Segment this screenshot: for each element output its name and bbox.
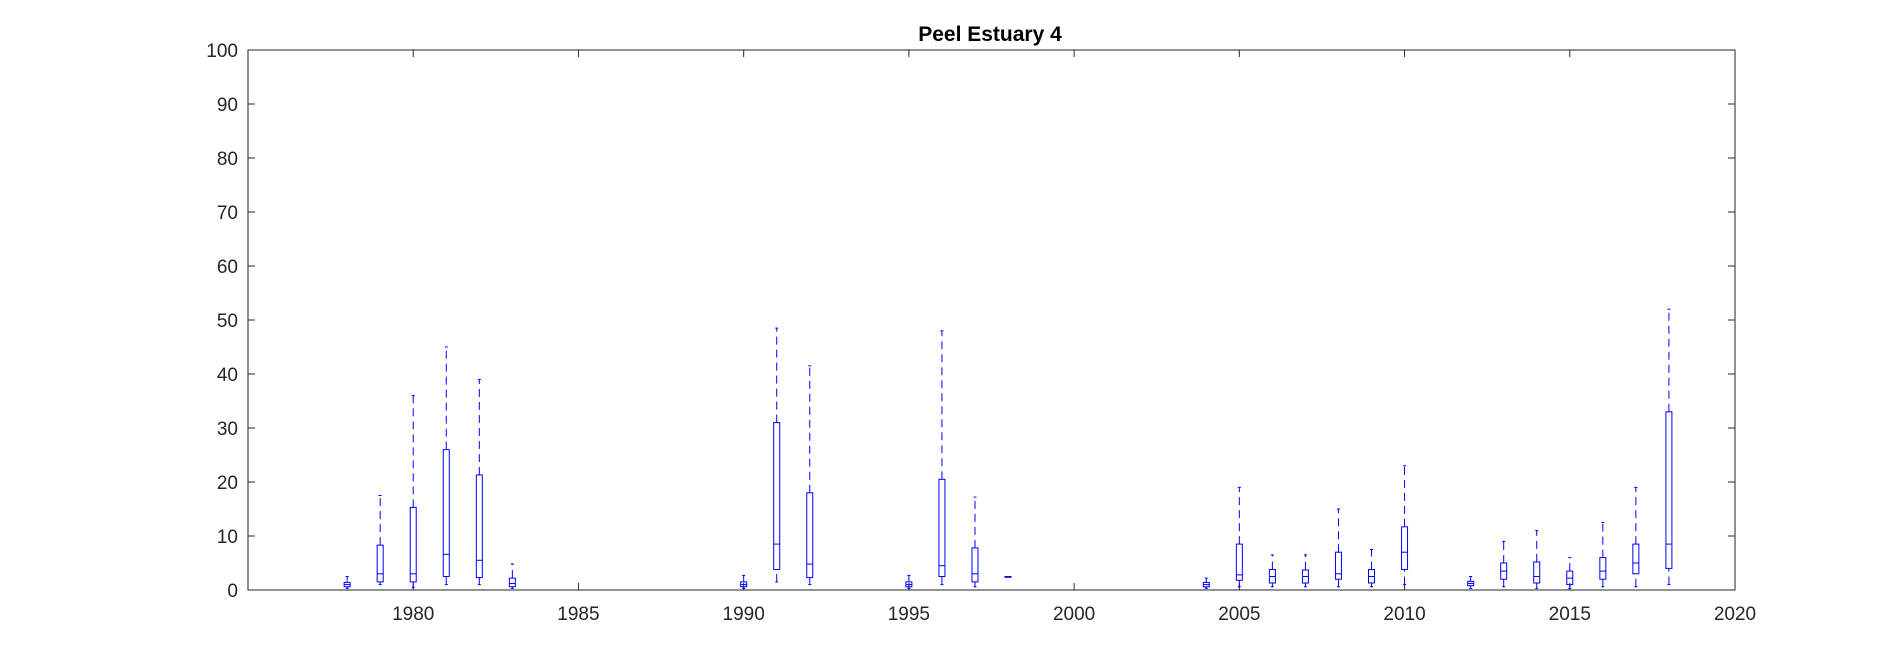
y-tick-label: 80 bbox=[217, 149, 238, 170]
box-2016 bbox=[1599, 522, 1607, 588]
box-2004 bbox=[1202, 577, 1210, 589]
box-2013 bbox=[1500, 540, 1508, 588]
iqr-box bbox=[773, 422, 781, 570]
y-tick-label: 60 bbox=[217, 257, 238, 278]
box-1995 bbox=[905, 574, 913, 589]
iqr-box bbox=[806, 492, 814, 579]
iqr-box bbox=[376, 544, 384, 583]
box-series bbox=[343, 308, 1673, 589]
box-1980 bbox=[409, 395, 417, 588]
chart-title: Peel Estuary 4 bbox=[918, 23, 1062, 46]
box-1983 bbox=[508, 563, 516, 589]
box-2012 bbox=[1467, 576, 1475, 589]
iqr-box bbox=[442, 449, 450, 578]
axes: 1980 1985 1990 1995 2000 2005 2010 2015 2020 0 10 2… bbox=[206, 41, 1756, 625]
box-1979 bbox=[376, 495, 384, 586]
box-1978 bbox=[343, 576, 351, 589]
x-tick-label: 2015 bbox=[1549, 604, 1591, 625]
y-tick-label: 30 bbox=[217, 419, 238, 440]
box-2017 bbox=[1632, 486, 1640, 588]
x-tick-label: 1985 bbox=[557, 604, 599, 625]
iqr-box bbox=[938, 478, 946, 577]
box-2018 bbox=[1665, 308, 1673, 586]
y-tick-label: 100 bbox=[206, 41, 238, 62]
box-1981 bbox=[442, 346, 450, 586]
plot-frame bbox=[247, 49, 1736, 591]
iqr-box bbox=[1401, 526, 1409, 570]
x-tick-label: 2020 bbox=[1714, 604, 1756, 625]
x-tick-label: 2005 bbox=[1218, 604, 1260, 625]
iqr-box bbox=[971, 547, 979, 583]
x-tick-label: 1990 bbox=[723, 604, 765, 625]
iqr-box bbox=[409, 506, 417, 583]
box-2007 bbox=[1301, 554, 1309, 588]
y-tick-label: 0 bbox=[227, 581, 238, 602]
x-tick-label: 1980 bbox=[392, 604, 434, 625]
box-1996 bbox=[938, 330, 946, 586]
iqr-box bbox=[508, 577, 516, 588]
iqr-box bbox=[1235, 543, 1243, 581]
box-2014 bbox=[1533, 530, 1541, 589]
box-2015 bbox=[1566, 557, 1574, 589]
x-tick-label: 1995 bbox=[888, 604, 930, 625]
box-2009 bbox=[1368, 549, 1376, 588]
box-1991 bbox=[773, 327, 781, 583]
y-tick-label: 20 bbox=[217, 473, 238, 494]
y-tick-label: 70 bbox=[217, 203, 238, 224]
y-tick-label: 40 bbox=[217, 365, 238, 386]
box-2006 bbox=[1268, 554, 1276, 588]
iqr-box bbox=[1533, 561, 1541, 584]
box-1997 bbox=[971, 496, 979, 588]
y-tick-label: 50 bbox=[217, 311, 238, 332]
y-tick-label: 10 bbox=[217, 527, 238, 548]
box-1990 bbox=[740, 574, 748, 589]
x-tick-label: 2010 bbox=[1383, 604, 1425, 625]
iqr-box bbox=[1632, 543, 1640, 575]
box-1998 bbox=[1004, 576, 1012, 578]
y-tick-label: 90 bbox=[217, 95, 238, 116]
box-2008 bbox=[1334, 508, 1342, 588]
box-2010 bbox=[1401, 465, 1409, 586]
iqr-box bbox=[1334, 551, 1342, 580]
box-1982 bbox=[475, 378, 483, 586]
x-tick-label: 2000 bbox=[1053, 604, 1095, 625]
iqr-box bbox=[1599, 557, 1607, 580]
iqr-box bbox=[1665, 411, 1673, 569]
iqr-box bbox=[475, 474, 483, 579]
box-2005 bbox=[1235, 486, 1243, 588]
box-1992 bbox=[806, 365, 814, 586]
